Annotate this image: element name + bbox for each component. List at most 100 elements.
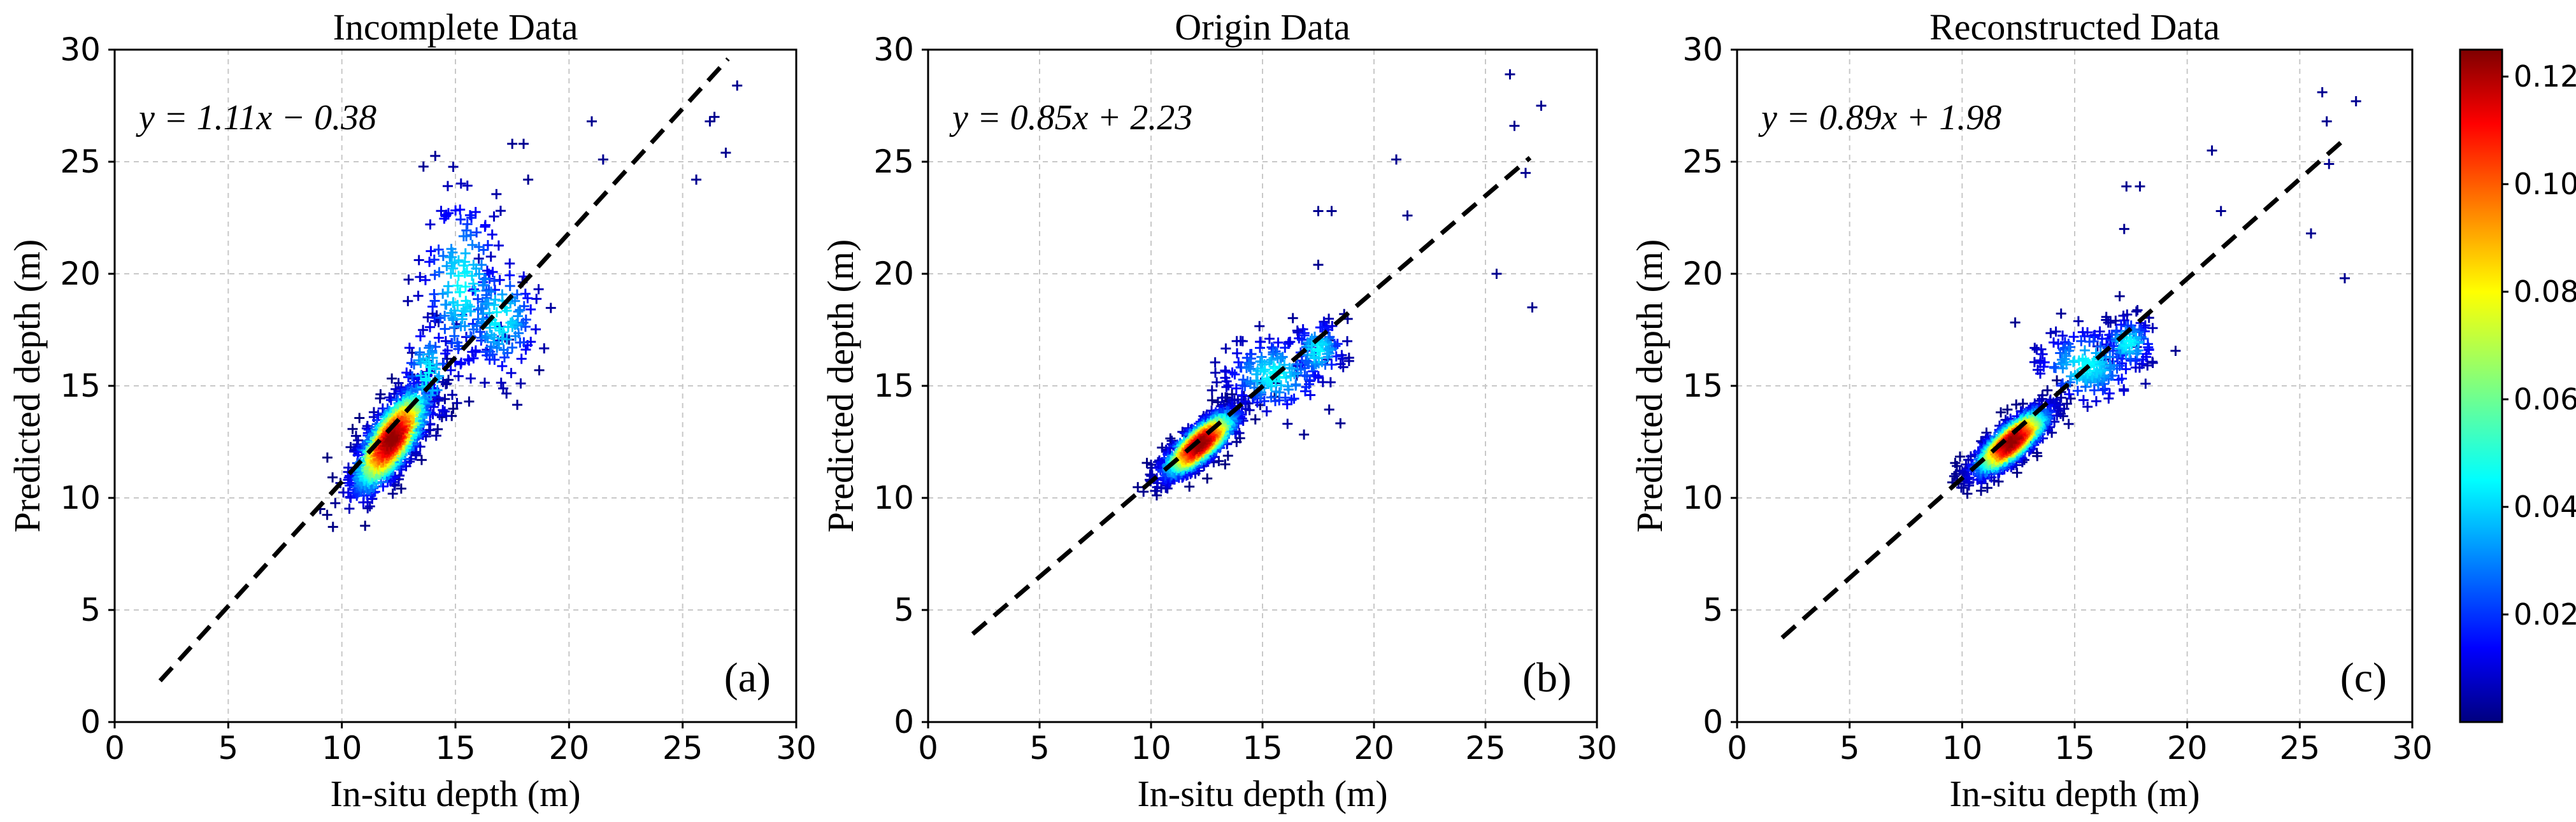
panel-c-grid [1737, 50, 2412, 722]
panel-b-point [1206, 385, 1217, 396]
panel-a-point [427, 352, 438, 363]
panel-a-point [720, 147, 731, 158]
panel-a-ytick-label: 5 [80, 592, 101, 628]
panel-c-point [2132, 305, 2143, 316]
panel-b-point [1231, 437, 1242, 448]
panel-a-xtick-label: 20 [549, 730, 590, 767]
panel-b-point [1264, 333, 1275, 344]
panel-a-point [443, 281, 454, 292]
panel-a-ticks: 0 5 10 15 20 25 30 0 5 10 15 20 25 30 [60, 31, 816, 767]
panel-b-point [1289, 393, 1299, 404]
panel-a-point [597, 154, 608, 165]
panel-c-ylabel: Predicted depth (m) [1629, 239, 1670, 533]
panel-b-point [1313, 353, 1324, 364]
panel-a-xtick-label: 15 [435, 730, 476, 767]
panel-b-point [1236, 390, 1247, 400]
panel-b-point [1237, 336, 1248, 346]
panel-b-point [1313, 206, 1324, 216]
panel-b-point [1243, 362, 1254, 372]
panel-a-point [494, 339, 504, 350]
panel-a-point [691, 174, 702, 185]
panel-c-ytick-label: 25 [1682, 143, 1723, 180]
panel-a-point [485, 346, 496, 357]
panel-a-point [489, 332, 499, 343]
panel-b-xtick-label: 0 [918, 730, 938, 767]
panel-c-xtick-label: 10 [1942, 730, 1983, 767]
colorbar-tick-label: 0.08 [2514, 274, 2576, 309]
panel-b-point [1212, 377, 1222, 388]
panel-c-equation: y = 0.89x + 1.98 [1758, 98, 2001, 138]
panel-a-point [429, 396, 440, 407]
colorbar-tick-label: 0.10 [2514, 167, 2576, 201]
panel-c-point [2324, 159, 2335, 169]
panel-b-ytick-label: 15 [873, 367, 914, 404]
panel-a-point [504, 281, 515, 292]
panel-c-point [2136, 358, 2147, 369]
panel-a-point [440, 323, 450, 334]
panel-c-point [2096, 334, 2107, 344]
panel-b-ytick-label: 0 [894, 704, 914, 741]
panel-a-point [421, 356, 432, 367]
panel-a-point [396, 483, 406, 494]
panel-a-ytick-label: 20 [60, 255, 101, 292]
panel-a-point [390, 384, 401, 395]
panel-a-point [482, 330, 492, 341]
panel-b-point [1229, 369, 1240, 380]
panel-b-point [1505, 69, 1515, 80]
panel-c-xtick-label: 0 [1727, 730, 1747, 767]
panel-a-point [490, 294, 501, 305]
panel-a-point [434, 267, 445, 278]
panel-c-point [2052, 375, 2063, 386]
panel-a-point [424, 367, 434, 378]
panel-c-xtick-label: 15 [2054, 730, 2095, 767]
panel-a-point [401, 367, 412, 378]
panel-a-point [440, 336, 451, 346]
colorbar-tick-label: 0.06 [2514, 382, 2576, 416]
panel-c-point [2061, 359, 2072, 370]
panel-b-xtick-label: 30 [1577, 730, 1617, 767]
panel-a-point [489, 300, 499, 311]
panel-a-equation: y = 1.11x − 0.38 [136, 98, 376, 138]
panel-c-ytick-label: 5 [1703, 592, 1723, 628]
panel-b-title: Origin Data [1175, 6, 1350, 48]
panel-a-point [457, 311, 468, 322]
panel-a-point [388, 434, 399, 444]
panel-a-point [464, 355, 475, 366]
panel-a-point [497, 333, 508, 344]
panel-b-xtick-label: 25 [1465, 730, 1506, 767]
panel-b-point [1276, 380, 1287, 391]
panel-a-point [447, 390, 457, 400]
panel-a-point [464, 396, 475, 407]
panel-b-point [1259, 364, 1270, 375]
panel-c-point [1962, 488, 1973, 499]
panel-b-point [1271, 386, 1282, 397]
panel-b-point [1245, 364, 1256, 374]
panel-b-point [1391, 154, 1401, 165]
panel-b-point [1313, 259, 1324, 270]
panel-a-xtick-label: 25 [662, 730, 703, 767]
panel-c-point [2073, 316, 2084, 327]
panel-a-point [442, 181, 453, 192]
panel-a-fit-line [158, 57, 730, 683]
panel-c-point [2053, 339, 2064, 350]
panel-a-point [485, 251, 496, 262]
panel-c-point [2108, 341, 2119, 351]
panel-a-point [418, 325, 429, 336]
panel-c-point [2010, 317, 2021, 328]
panel-c-fit-line [1780, 137, 2347, 640]
panel-c-point [2119, 384, 2129, 395]
panel-c-ytick-label: 0 [1703, 704, 1723, 741]
panel-a-point [431, 430, 441, 441]
panel-c-xlabel: In-situ depth (m) [1949, 773, 2200, 814]
panel-a-point [466, 213, 477, 223]
panel-a-point [327, 472, 338, 483]
panel-a-point [420, 373, 431, 384]
panel-a-point [387, 488, 398, 499]
panel-c-point [2045, 328, 2056, 339]
panel-c-point [2340, 273, 2350, 284]
panel-a-point [425, 362, 436, 372]
panel-a-point [438, 376, 448, 387]
panel-c-point [2037, 349, 2048, 360]
panel-a-ytick-label: 15 [60, 367, 101, 404]
panel-c-point [2124, 346, 2135, 357]
